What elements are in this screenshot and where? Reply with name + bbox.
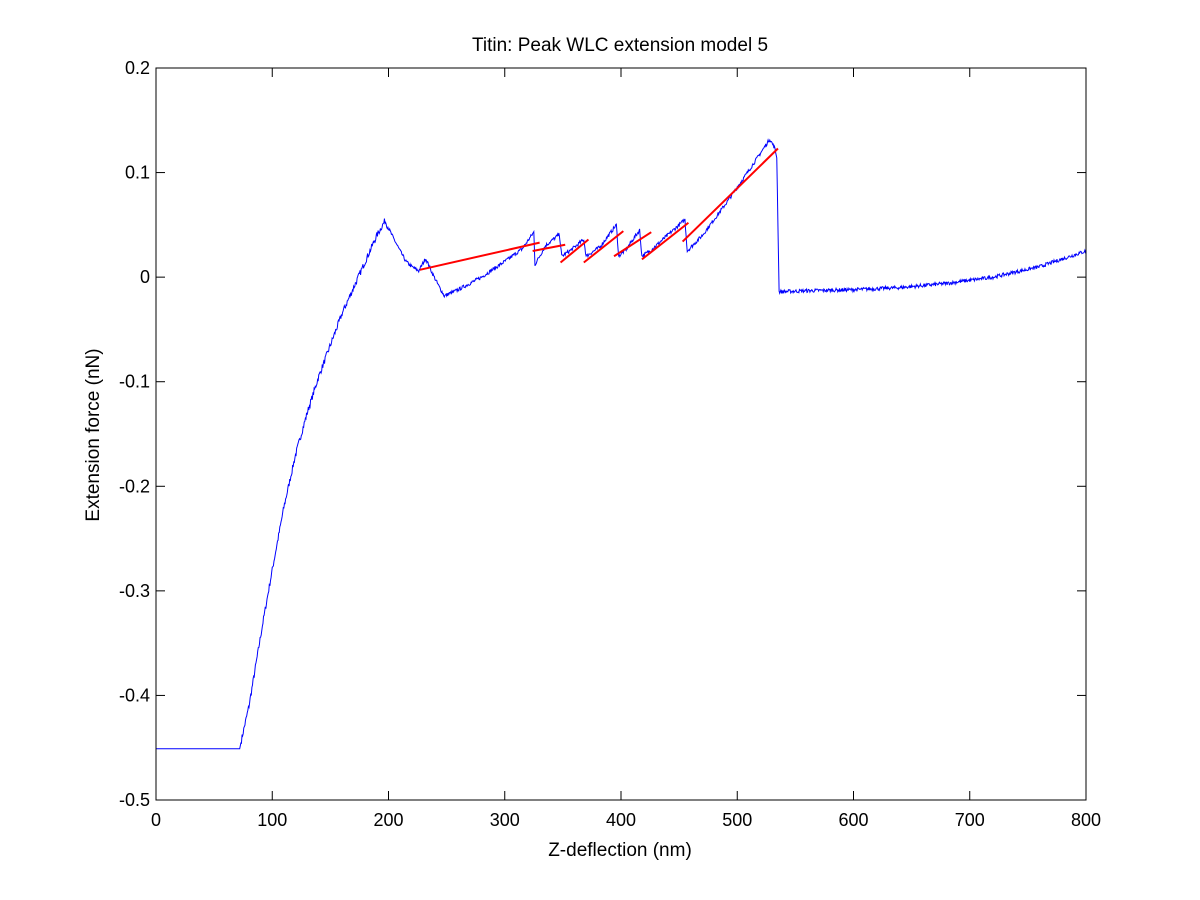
wlc-fit-line-1 [419, 241, 540, 271]
x-tick-label: 400 [606, 810, 636, 830]
wlc-fit-line-4 [583, 230, 624, 264]
y-axis-title: Extension force (nN) [83, 348, 104, 521]
force-curve-line [156, 138, 1087, 750]
wlc-fit-line-5 [613, 231, 652, 258]
x-tick-label: 600 [838, 810, 868, 830]
y-tick-label: -0.2 [119, 476, 150, 496]
wlc-fit-line-7 [681, 147, 779, 243]
wlc-fit-line-2 [532, 243, 566, 252]
y-tick-label: -0.1 [119, 372, 150, 392]
x-tick-label: 200 [373, 810, 403, 830]
x-tick-label: 800 [1071, 810, 1101, 830]
plot-area [156, 138, 1087, 750]
x-axis-title: Z-deflection (nm) [548, 840, 692, 861]
x-tick-label: 500 [722, 810, 752, 830]
y-tick-label: -0.5 [119, 790, 150, 810]
wlc-fit-segments [419, 147, 779, 271]
axes-box [155, 67, 1087, 801]
y-tick-label: -0.4 [119, 685, 150, 705]
x-tick-label: 0 [151, 810, 161, 830]
tick-labels: 0 100 200 300 400 500 600 700 800 -0.5 -0.4 -0.3 -0.… [119, 58, 1101, 830]
y-tick-label: -0.3 [119, 581, 150, 601]
wlc-fit-line-3 [559, 238, 590, 264]
x-tick-label: 700 [955, 810, 985, 830]
y-tick-label: 0.2 [125, 58, 150, 78]
ticks-layer [155, 67, 1087, 801]
x-tick-label: 300 [490, 810, 520, 830]
y-tick-label: 0 [140, 267, 150, 287]
y-tick-label: 0.1 [125, 163, 150, 183]
chart-title: Titin: Peak WLC extension model 5 [472, 35, 768, 56]
wlc-fit-line-6 [641, 221, 690, 261]
x-tick-label: 100 [257, 810, 287, 830]
